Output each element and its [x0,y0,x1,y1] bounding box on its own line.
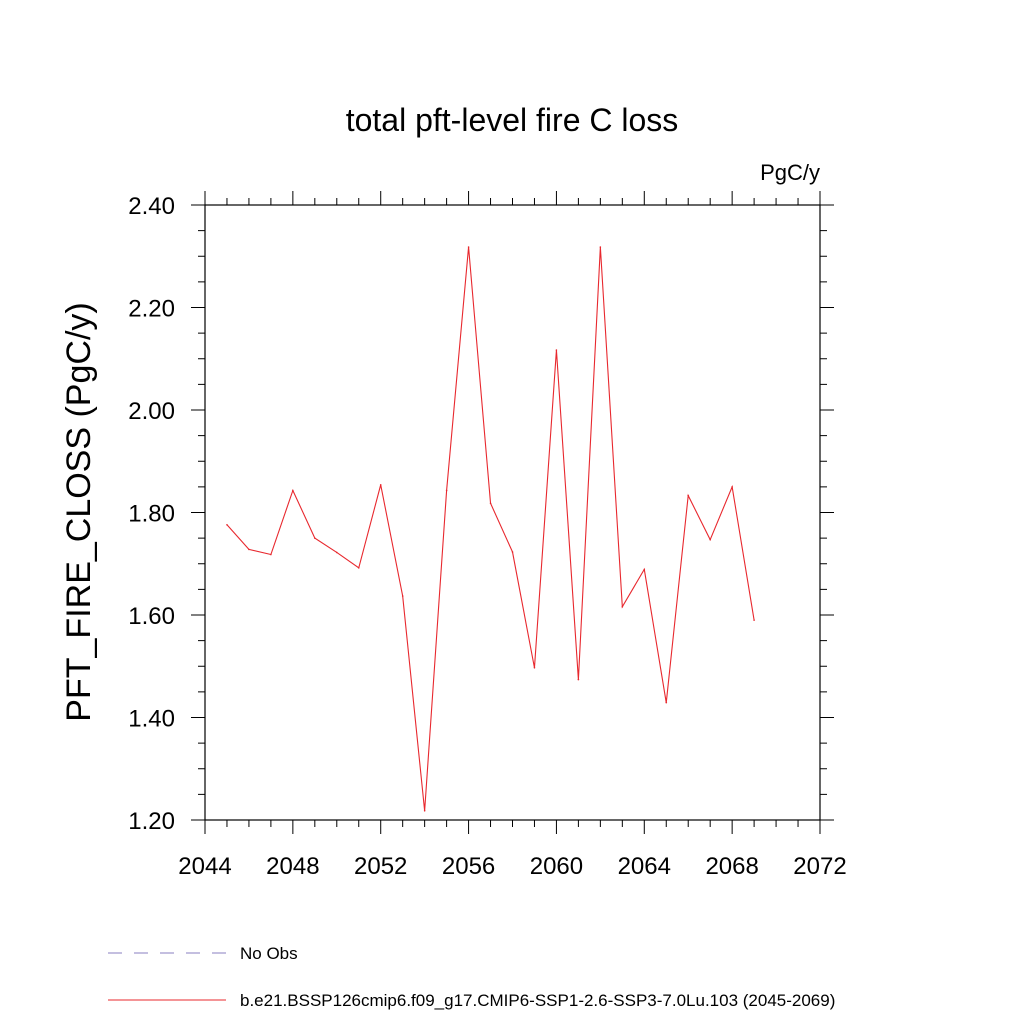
data-point [643,568,646,571]
y-tick-label: 1.40 [128,706,175,733]
data-point [226,524,228,526]
data-point [401,595,404,597]
y-axis-label: PFT_FIRE_CLOSS (PgC/y) [60,302,98,721]
plot-frame [204,204,821,821]
y-tick-label: 2.20 [128,296,175,323]
data-point [335,551,338,554]
series-line [226,246,755,811]
data-point [533,666,536,669]
units-label: PgC/y [760,160,820,185]
data-point [621,606,624,608]
x-tick-label: 2060 [530,853,583,880]
data-point [292,489,294,492]
series-group [226,246,755,812]
x-tick-label: 2068 [705,853,758,880]
tick-label-group: 2044 2048 2052 2056 2060 2064 2068 2072 1.20 1.40… [128,193,846,880]
data-point [379,484,382,486]
data-point [555,349,558,351]
data-point [445,489,448,492]
data-point [423,809,426,812]
data-point [467,246,470,248]
x-tick-label: 2056 [442,853,495,880]
x-tick-label: 2048 [266,853,319,880]
y-tick-label: 2.40 [128,193,175,220]
data-point [248,548,250,551]
y-tick-label: 1.20 [128,808,175,835]
x-tick-label: 2072 [793,853,846,880]
x-tick-label: 2064 [618,853,671,880]
legend-label: b.e21.BSSP126cmip6.f09_g17.CMIP6-SSP1-2.… [240,991,835,1010]
data-point [357,567,360,569]
data-point [314,537,316,539]
y-tick-label: 2.00 [128,398,175,425]
data-point [489,502,492,505]
data-point [665,701,668,704]
data-point [753,619,755,621]
data-point [577,678,580,681]
legend-label: No Obs [240,944,298,963]
tick-group [191,191,834,834]
y-tick-label: 1.80 [128,501,175,528]
x-tick-label: 2044 [178,853,231,880]
data-point [270,553,272,556]
x-tick-label: 2052 [354,853,407,880]
chart-title: total pft-level fire C loss [346,102,679,138]
data-point [731,486,733,488]
y-tick-label: 1.60 [128,603,175,630]
data-point [511,551,514,553]
data-point [687,494,690,497]
data-point [709,538,711,541]
legend: No Obs b.e21.BSSP126cmip6.f09_g17.CMIP6-S… [108,944,835,1010]
data-point [599,246,602,248]
